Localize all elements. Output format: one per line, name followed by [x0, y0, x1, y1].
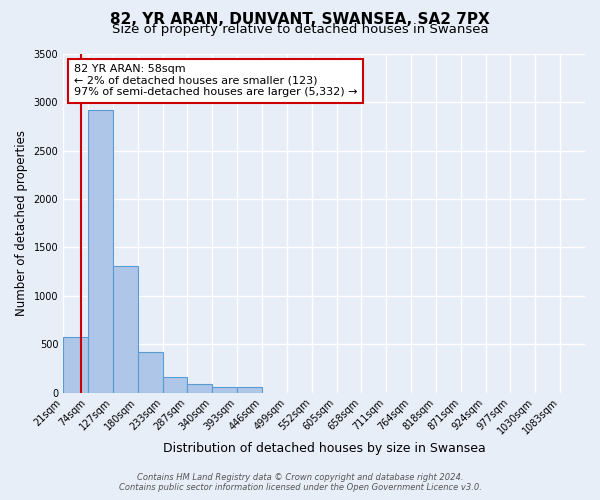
Bar: [88, 110, 113, 393]
Bar: [163, 376, 187, 392]
Bar: [212, 386, 237, 392]
Y-axis label: Number of detached properties: Number of detached properties: [15, 130, 28, 316]
X-axis label: Distribution of detached houses by size in Swansea: Distribution of detached houses by size …: [163, 442, 485, 455]
Bar: [187, 384, 212, 392]
Text: 82, YR ARAN, DUNVANT, SWANSEA, SA2 7PX: 82, YR ARAN, DUNVANT, SWANSEA, SA2 7PX: [110, 12, 490, 28]
Text: Contains HM Land Registry data © Crown copyright and database right 2024.
Contai: Contains HM Land Registry data © Crown c…: [119, 473, 481, 492]
Text: Size of property relative to detached houses in Swansea: Size of property relative to detached ho…: [112, 24, 488, 36]
Bar: [63, 338, 88, 392]
Text: 82 YR ARAN: 58sqm
← 2% of detached houses are smaller (123)
97% of semi-detached: 82 YR ARAN: 58sqm ← 2% of detached house…: [74, 64, 357, 98]
Bar: [237, 387, 262, 392]
Bar: [113, 266, 138, 392]
Bar: [138, 352, 163, 393]
